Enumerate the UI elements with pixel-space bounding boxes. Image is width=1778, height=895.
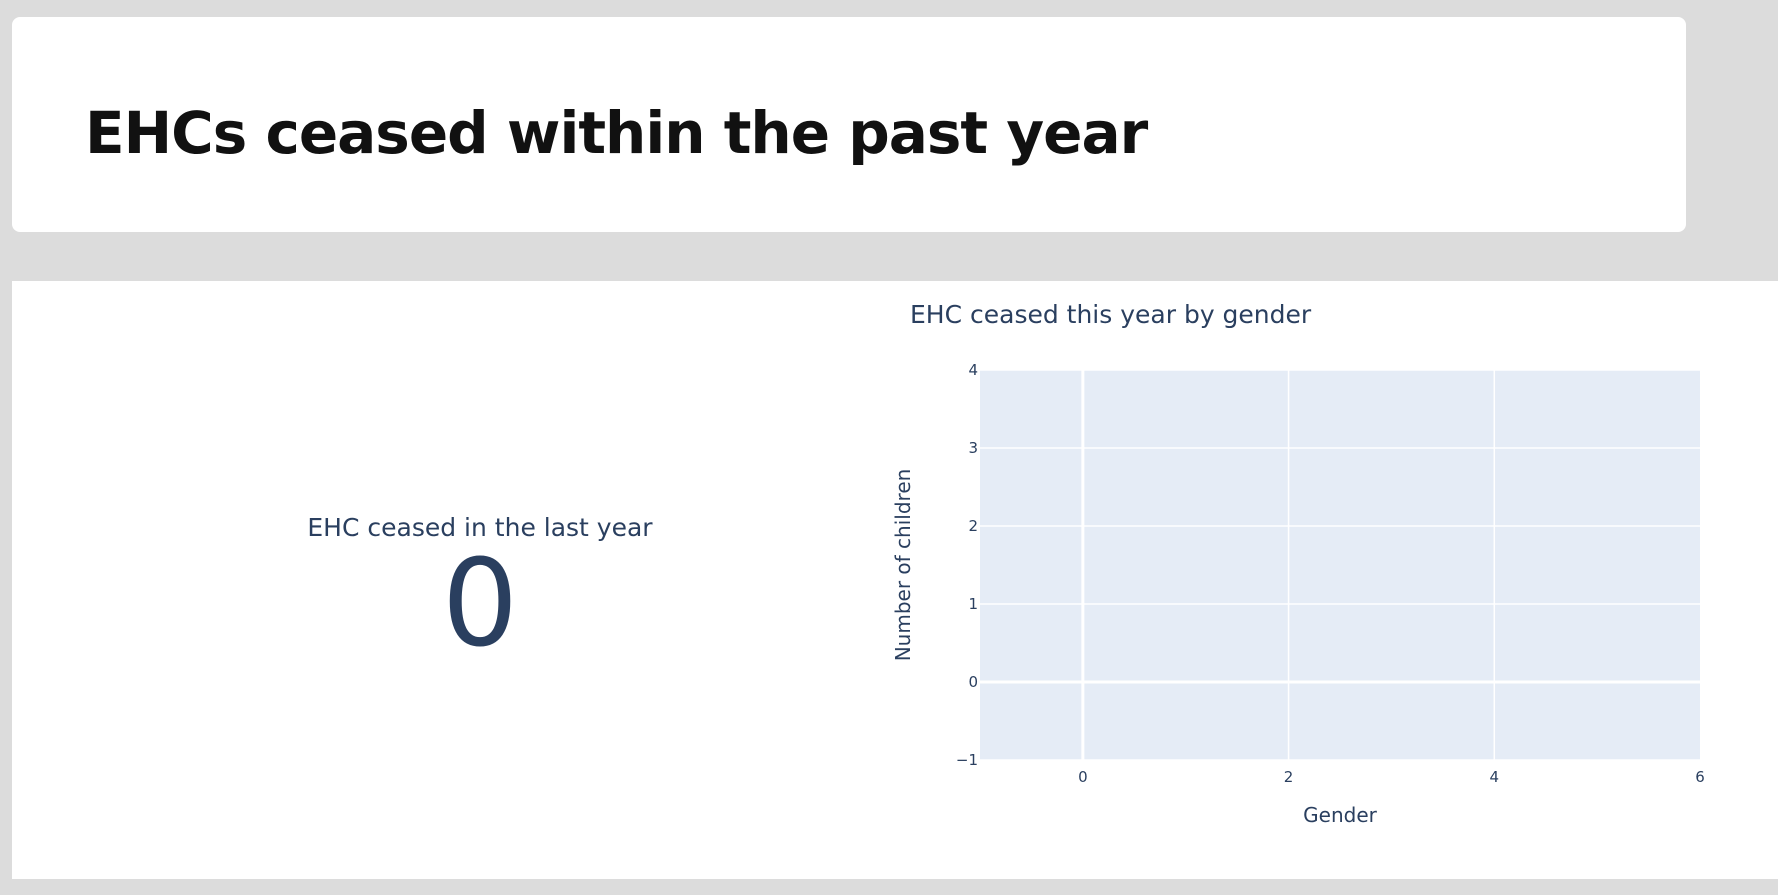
x-ticks: 0 2 4 6 [1078,768,1705,786]
chart-title: EHC ceased this year by gender [910,300,1312,329]
y-ticks: −1 0 1 2 3 4 [956,361,978,769]
x-tick-label: 4 [1490,768,1500,786]
y-tick-label: 1 [968,595,978,613]
y-tick-label: 0 [968,673,978,691]
x-tick-label: 2 [1284,768,1294,786]
kpi-label: EHC ceased in the last year [307,513,653,542]
x-tick-label: 0 [1078,768,1088,786]
x-axis-title: Gender [1303,803,1377,827]
kpi-value: 0 [441,535,519,674]
header-card: EHCs ceased within the past year [12,17,1686,232]
y-axis-title: Number of children [891,469,915,662]
y-tick-label: 3 [968,439,978,457]
x-grid [1081,370,1496,760]
y-tick-label: 4 [968,361,978,379]
y-tick-label: −1 [956,751,978,769]
gender-chart[interactable]: 0 2 4 6 −1 0 1 2 3 4 Gender Number of children [880,350,1720,830]
y-tick-label: 2 [968,517,978,535]
plot-area [980,370,1700,760]
page-title: EHCs ceased within the past year [85,99,1148,167]
x-tick-label: 6 [1695,768,1705,786]
y-grid [980,369,1700,761]
